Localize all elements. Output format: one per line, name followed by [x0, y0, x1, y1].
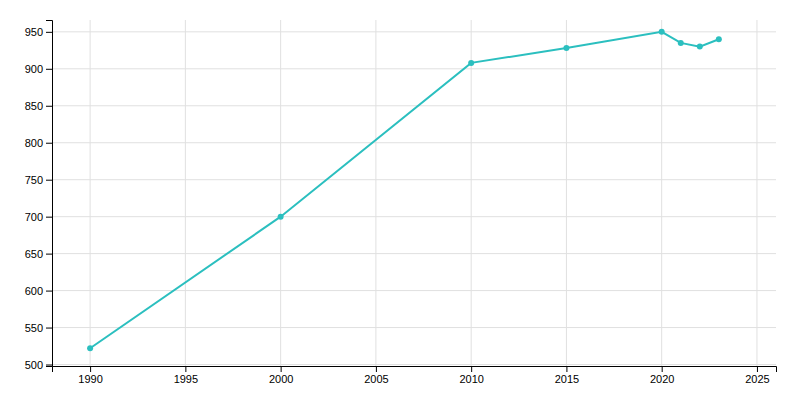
y-tick-label: 700 — [25, 211, 43, 223]
y-grid-line — [52, 31, 776, 32]
x-tick: 2025 — [745, 366, 769, 385]
x-tick-label: 2010 — [459, 373, 483, 385]
x-grid-line — [280, 20, 281, 366]
marks — [87, 29, 722, 351]
plot: 1990 1995 2000 2005 2010 2015 2020 2025 500 550 60… — [25, 20, 777, 385]
y-grid-line — [52, 253, 776, 254]
y-grid-line — [52, 290, 776, 291]
y-tick-label: 550 — [25, 322, 43, 334]
x-tick-mark — [662, 366, 663, 372]
x-grid-line — [375, 20, 376, 366]
y-tick: 800 — [25, 137, 52, 149]
y-grid-line — [52, 327, 776, 328]
x-tick-mark — [757, 366, 758, 372]
point — [659, 29, 665, 35]
x-grid-line — [661, 20, 662, 366]
x-grid-line — [90, 20, 91, 366]
x-tick-mark — [376, 366, 377, 372]
y-grid-line — [52, 142, 776, 143]
y-tick: 500 — [25, 359, 52, 371]
y-tick-label: 900 — [25, 63, 43, 75]
x-tick-label: 2000 — [269, 373, 293, 385]
x-tick: 1995 — [174, 366, 198, 385]
y-tick: 900 — [25, 63, 52, 75]
x-tick: 2005 — [364, 366, 388, 385]
x-tick-label: 1995 — [174, 373, 198, 385]
x-tick-mark — [185, 366, 186, 372]
y-tick-mark — [46, 32, 52, 33]
line — [90, 32, 719, 348]
x-tick-label: 2025 — [745, 373, 769, 385]
x-tick: 1990 — [78, 366, 102, 385]
x-axis-line — [53, 367, 777, 373]
y-tick-label: 850 — [25, 100, 43, 112]
y-grid-line — [52, 105, 776, 106]
y-tick-mark — [46, 254, 52, 255]
y-tick-mark — [46, 217, 52, 218]
y-tick-mark — [46, 291, 52, 292]
x-axis: 1990 1995 2000 2005 2010 2015 2020 2025 — [53, 366, 777, 385]
y-tick-label: 950 — [25, 26, 43, 38]
x-grid-line — [756, 20, 757, 366]
y-tick: 600 — [25, 285, 52, 297]
y-tick-mark — [46, 328, 52, 329]
x-tick-label: 2005 — [364, 373, 388, 385]
y-tick: 750 — [25, 174, 52, 186]
y-grid-line — [52, 216, 776, 217]
y-tick: 650 — [25, 248, 52, 260]
y-tick-mark — [46, 69, 52, 70]
point — [87, 345, 93, 351]
x-tick-label: 2015 — [555, 373, 579, 385]
x-grid-line — [185, 20, 186, 366]
x-tick: 2000 — [269, 366, 293, 385]
y-tick: 950 — [25, 26, 52, 38]
x-tick-mark — [566, 366, 567, 372]
y-tick-label: 650 — [25, 248, 43, 260]
x-grid-line — [471, 20, 472, 366]
x-tick: 2020 — [650, 366, 674, 385]
y-axis: 500 550 600 650 700 750 800 850 900 950 — [25, 21, 53, 371]
y-tick-mark — [46, 143, 52, 144]
y-tick: 700 — [25, 211, 52, 223]
y-tick-label: 600 — [25, 285, 43, 297]
y-tick-mark — [46, 365, 52, 366]
point — [278, 214, 284, 220]
y-tick-label: 500 — [25, 359, 43, 371]
point — [697, 44, 703, 50]
y-tick-mark — [46, 180, 52, 181]
grid — [52, 20, 776, 366]
y-tick-label: 750 — [25, 174, 43, 186]
y-grid-line — [52, 179, 776, 180]
x-grid-line — [566, 20, 567, 366]
x-tick-mark — [281, 366, 282, 372]
x-tick-label: 2020 — [650, 373, 674, 385]
y-tick-mark — [46, 106, 52, 107]
point — [678, 40, 684, 46]
point — [468, 60, 474, 66]
x-tick: 2015 — [555, 366, 579, 385]
y-grid-line — [52, 364, 776, 365]
y-tick: 550 — [25, 322, 52, 334]
point — [716, 36, 722, 42]
point — [563, 45, 569, 51]
x-tick-label: 1990 — [78, 373, 102, 385]
y-axis-line — [46, 21, 53, 367]
x-tick-mark — [471, 366, 472, 372]
chart: 1990 1995 2000 2005 2010 2015 2020 2025 500 550 60… — [0, 0, 800, 400]
x-tick-mark — [90, 366, 91, 372]
y-tick-label: 800 — [25, 137, 43, 149]
x-tick: 2010 — [459, 366, 483, 385]
y-grid-line — [52, 68, 776, 69]
y-tick: 850 — [25, 100, 52, 112]
